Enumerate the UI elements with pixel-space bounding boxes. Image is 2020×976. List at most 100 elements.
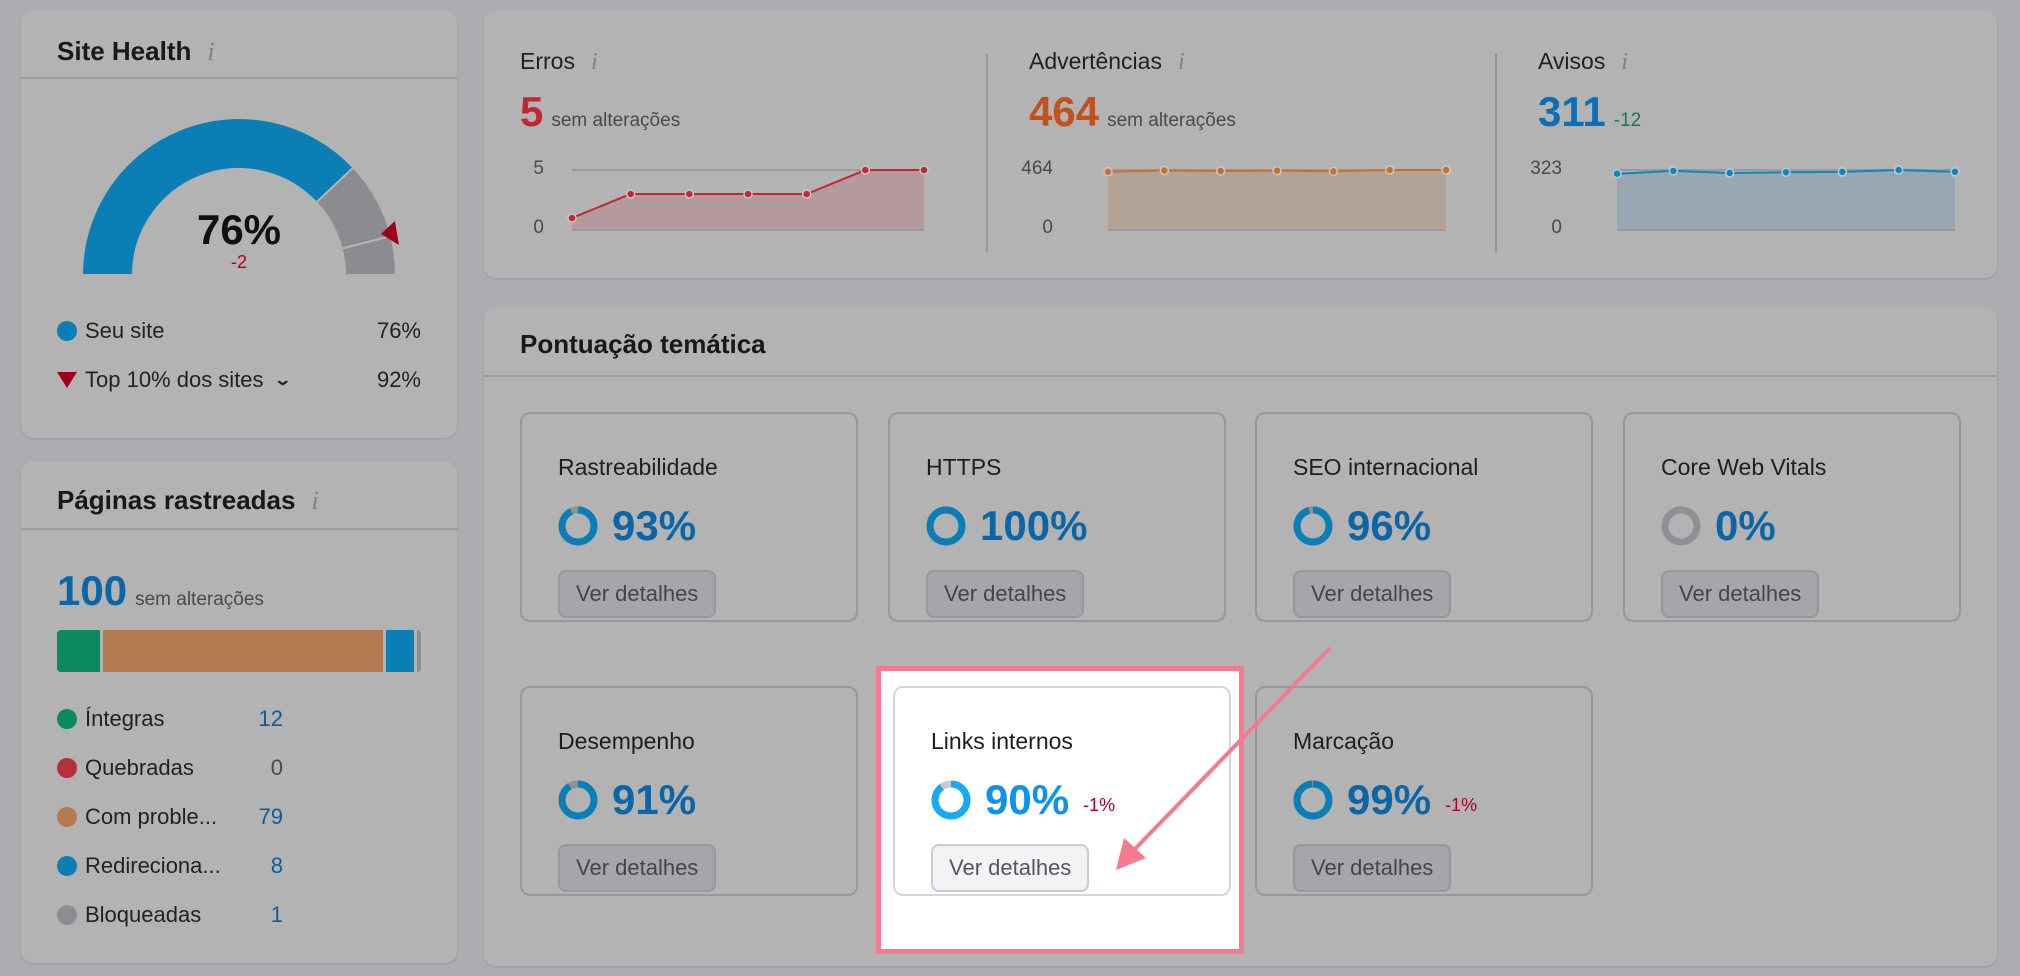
data-point[interactable]: [1159, 165, 1170, 176]
score-value: 100%: [980, 502, 1088, 549]
tile-score: 93%: [558, 502, 696, 550]
score-donut-icon: [926, 506, 966, 546]
data-point[interactable]: [743, 189, 753, 199]
score-donut-icon: [1293, 780, 1333, 820]
tile-name: Desempenho: [558, 728, 695, 754]
data-point[interactable]: [801, 189, 812, 199]
bar-segment[interactable]: [102, 630, 384, 672]
info-icon[interactable]: i: [1621, 49, 1628, 75]
crawled-pages-title: Páginas rastreadas i: [57, 485, 319, 516]
legend-label: Íntegras: [85, 706, 165, 731]
data-point[interactable]: [1724, 168, 1735, 178]
issue-count[interactable]: 464 sem alterações: [1029, 88, 1236, 136]
data-point[interactable]: [567, 213, 577, 223]
data-point[interactable]: [1893, 165, 1904, 175]
data-point[interactable]: [1950, 167, 1960, 177]
score-value: 91%: [612, 776, 697, 823]
divider: [1495, 54, 1497, 252]
view-details-button[interactable]: Ver detalhes: [558, 570, 717, 618]
bar-segment[interactable]: [386, 630, 415, 672]
count-value: 100: [57, 567, 128, 614]
data-point[interactable]: [1215, 166, 1226, 176]
dot-icon: [57, 758, 77, 778]
page-legend-item[interactable]: Com proble...: [57, 804, 217, 830]
data-point[interactable]: [1781, 167, 1791, 177]
view-details-button[interactable]: Ver detalhes: [558, 844, 717, 892]
area-fill: [572, 170, 924, 230]
issue-count[interactable]: 311 -12: [1538, 88, 1641, 136]
legend-value: 92%: [376, 367, 421, 392]
sparkline-chart: [567, 165, 929, 231]
count-value: 464: [1029, 88, 1100, 135]
thematic-tile[interactable]: SEO internacional 96% Ver detalhes: [1255, 412, 1593, 622]
view-details-button[interactable]: Ver detalhes: [1293, 570, 1452, 618]
y-tick-max: 323: [1530, 158, 1562, 179]
thematic-tile[interactable]: Rastreabilidade 93% Ver detalhes: [520, 412, 858, 622]
score-delta: -1%: [1445, 794, 1478, 815]
info-icon[interactable]: i: [590, 49, 598, 75]
info-icon[interactable]: i: [207, 37, 215, 66]
issue-count[interactable]: 5 sem alterações: [520, 88, 680, 136]
legend-top10-dropdown[interactable]: Top 10% dos sites ⌄: [57, 367, 292, 393]
bar-segment[interactable]: [417, 630, 421, 672]
thematic-tile[interactable]: Links internos 90% -1% Ver detalhes: [893, 686, 1231, 896]
thematic-tile[interactable]: HTTPS 100% Ver detalhes: [888, 412, 1226, 622]
data-point[interactable]: [1103, 167, 1113, 177]
dot-icon: [57, 856, 77, 876]
gauge-score-arc: [80, 117, 355, 276]
info-icon[interactable]: i: [1177, 49, 1185, 75]
data-point[interactable]: [1384, 165, 1395, 175]
view-details-button[interactable]: Ver detalhes: [1661, 570, 1820, 618]
tile-score: 0%: [1661, 502, 1776, 550]
data-point[interactable]: [625, 189, 636, 199]
page-legend-item[interactable]: Quebradas: [57, 755, 194, 781]
data-point[interactable]: [860, 165, 871, 175]
legend-value: 76%: [376, 318, 421, 343]
thematic-tile[interactable]: Core Web Vitals 0% Ver detalhes: [1623, 412, 1961, 622]
issue-title: Avisos i: [1538, 48, 1628, 76]
score-value: 90%: [985, 776, 1070, 823]
data-point[interactable]: [1328, 166, 1339, 177]
data-point[interactable]: [1668, 166, 1679, 176]
data-point[interactable]: [1612, 168, 1622, 179]
data-point[interactable]: [684, 189, 695, 199]
page-legend-item[interactable]: Íntegras: [57, 706, 165, 732]
view-details-button[interactable]: Ver detalhes: [926, 570, 1085, 618]
page-legend-item[interactable]: Redireciona...: [57, 853, 221, 879]
legend-label: Seu site: [85, 318, 165, 343]
info-icon[interactable]: i: [311, 486, 319, 515]
title-text: Avisos: [1538, 48, 1606, 74]
count-value: 5: [520, 88, 544, 135]
legend-value[interactable]: 0: [270, 755, 283, 780]
count-note: sem alterações: [135, 589, 264, 610]
divider: [21, 77, 457, 79]
legend-value[interactable]: 12: [258, 706, 283, 731]
legend-value[interactable]: 1: [270, 902, 283, 927]
score-delta: -1%: [1083, 794, 1116, 815]
pages-count[interactable]: 100 sem alterações: [57, 567, 264, 615]
data-point[interactable]: [1441, 165, 1451, 175]
view-details-button[interactable]: Ver detalhes: [1293, 844, 1452, 892]
legend-value[interactable]: 79: [258, 804, 283, 829]
count-note: sem alterações: [551, 110, 681, 131]
thematic-tile[interactable]: Desempenho 91% Ver detalhes: [520, 686, 858, 896]
score-donut-icon: [1661, 506, 1701, 546]
chevron-down-icon: ⌄: [272, 372, 292, 389]
bar-segment[interactable]: [57, 630, 100, 672]
view-details-button[interactable]: Ver detalhes: [931, 844, 1090, 892]
dot-icon: [57, 807, 77, 827]
site-health-title: Site Health i: [57, 36, 215, 67]
tile-score: 96%: [1293, 502, 1431, 550]
divider: [986, 54, 988, 252]
page-legend-item[interactable]: Bloqueadas: [57, 902, 201, 928]
data-point[interactable]: [1272, 165, 1282, 176]
thematic-tile[interactable]: Marcação 99% -1% Ver detalhes: [1255, 686, 1593, 896]
legend-value[interactable]: 8: [270, 853, 283, 878]
y-tick-min: 0: [1551, 217, 1562, 238]
data-point[interactable]: [919, 165, 929, 175]
health-score: 76%: [196, 206, 282, 253]
issue-title: Advertências i: [1029, 48, 1185, 76]
data-point[interactable]: [1837, 167, 1848, 177]
area-fill: [1617, 170, 1955, 230]
legend-label: Com proble...: [85, 804, 218, 829]
